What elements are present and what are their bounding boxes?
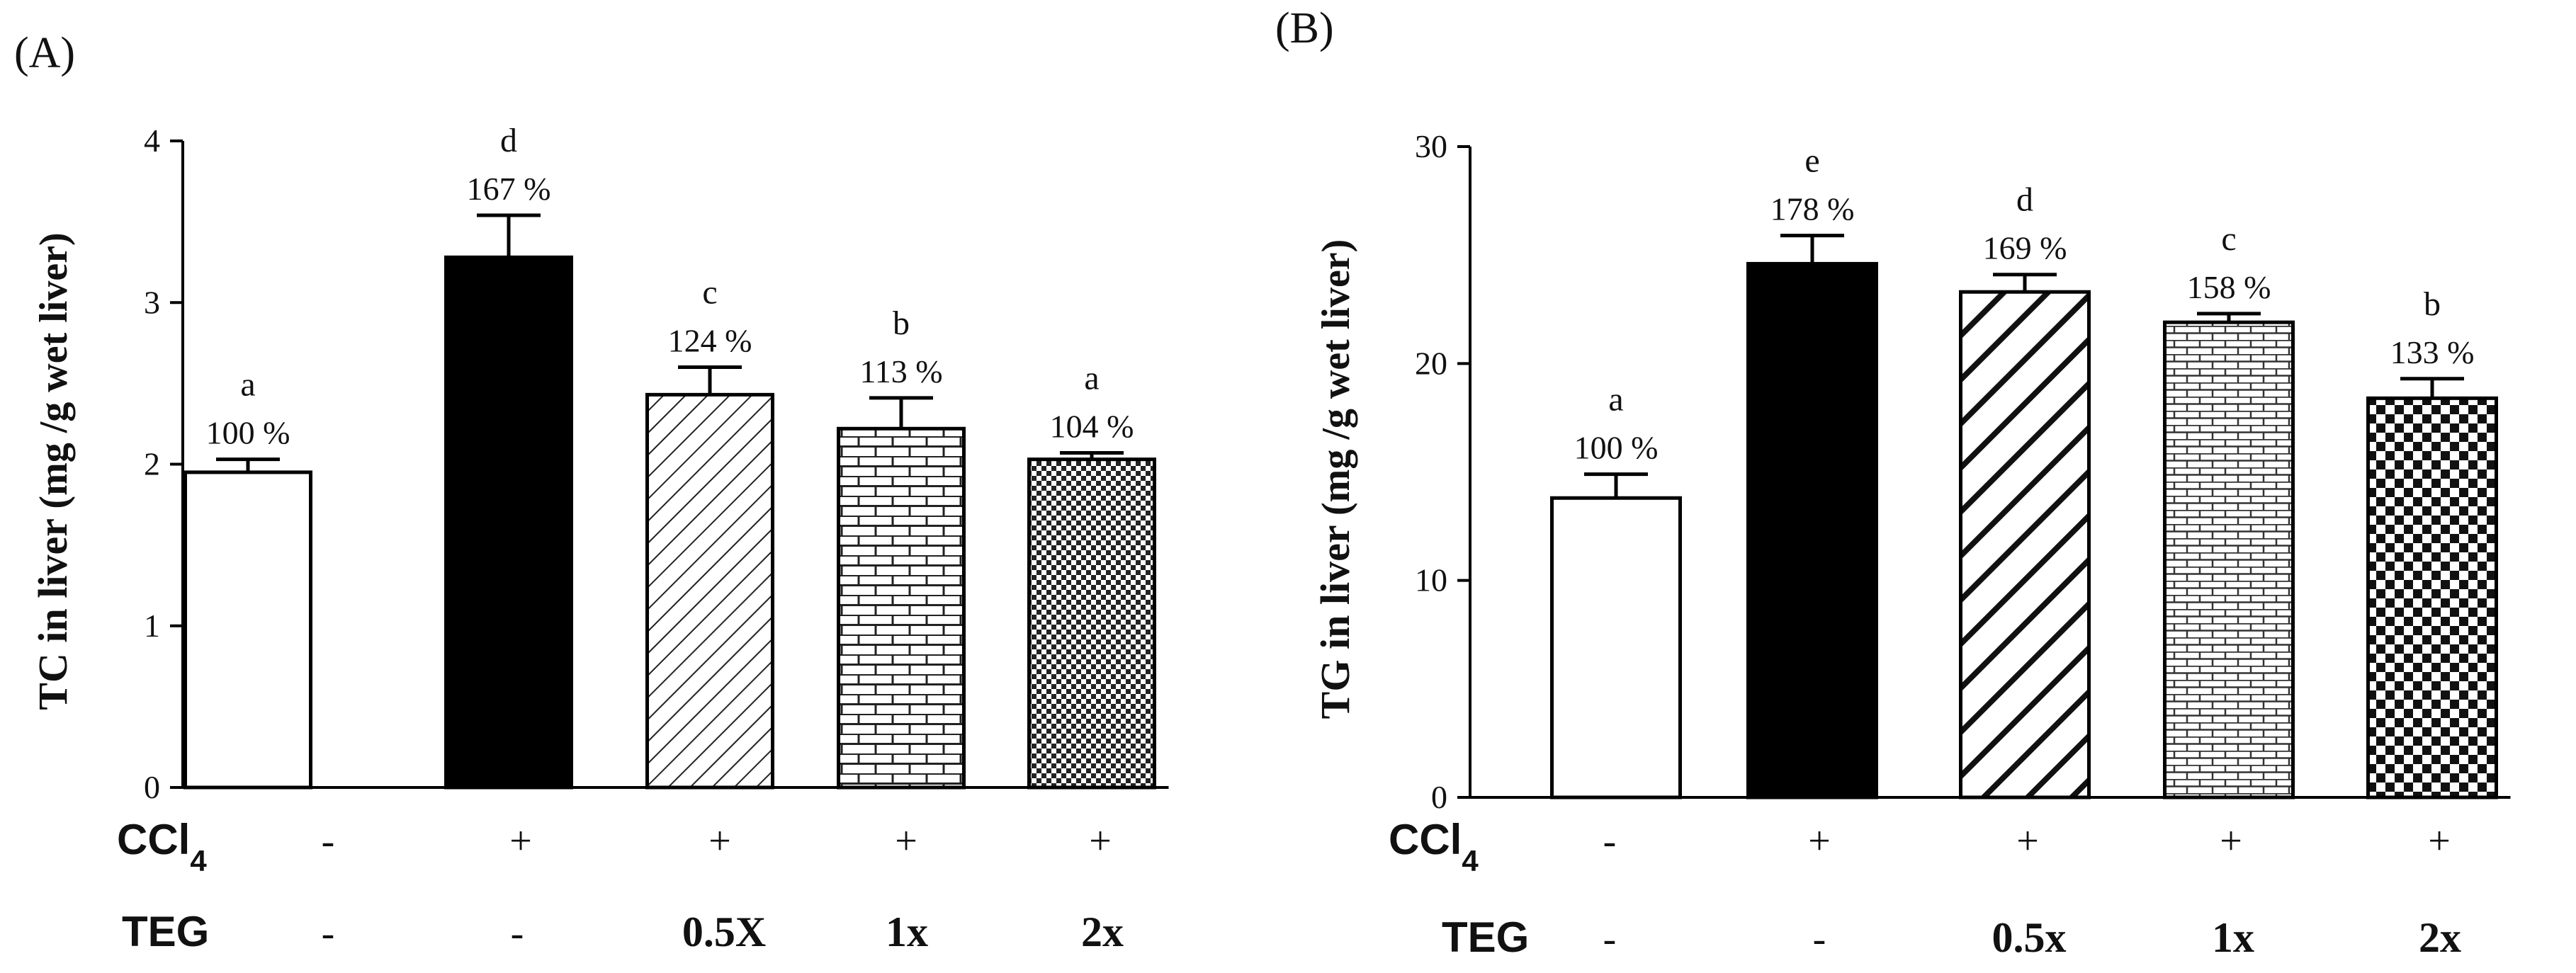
teg-row-value: 2x	[2419, 914, 2461, 961]
ccl4-row-value: -	[322, 819, 335, 863]
teg-row-value: 0.5X	[682, 909, 766, 955]
teg-row-label: TEG	[122, 908, 209, 955]
panel-a: (A) 0 1 2 3 4 TC in liver (mg /g wet liver) 100…	[14, 29, 1169, 955]
ccl4-row-label: CCl4	[117, 816, 207, 877]
bar	[2163, 320, 2295, 800]
ccl4-row-value: +	[1808, 819, 1831, 863]
data-label-percent: 100 %	[1574, 430, 1659, 466]
ccl4-row-label: CCl4	[1389, 816, 1479, 877]
ccl4-row-label-main: CCl	[117, 816, 190, 863]
bar	[837, 426, 966, 790]
data-label-percent: 124 %	[668, 323, 752, 359]
panel-label: (B)	[1275, 4, 1334, 52]
teg-row-value: 1x	[886, 909, 928, 955]
y-axis-label-main: TG in liver	[1312, 516, 1358, 719]
y-tick-label: 2	[144, 446, 160, 482]
ccl4-row-value: +	[1089, 819, 1112, 863]
y-tick-label: 1	[144, 608, 160, 644]
panel-b: (B) 0 10 20 30 TG in liver (mg /g wet liver) 1…	[1275, 4, 2511, 961]
ccl4-row-value: +	[2016, 819, 2039, 863]
ccl4-row-label-main: CCl	[1389, 816, 1462, 863]
significance-letter: c	[702, 274, 717, 312]
y-tick-label: 10	[1415, 562, 1447, 598]
y-tick-label: 20	[1415, 345, 1447, 381]
teg-row-value: -	[1603, 917, 1617, 961]
significance-letter: d	[2016, 181, 2033, 219]
y-axis-label: TG in liver (mg /g wet liver)	[1312, 239, 1358, 719]
y-tick-label: 30	[1415, 128, 1447, 164]
bar	[1746, 261, 1878, 800]
data-label-percent: 178 %	[1770, 191, 1855, 227]
teg-row-value: -	[1813, 917, 1826, 961]
significance-letter: c	[2221, 220, 2236, 258]
ccl4-row-value: -	[1603, 819, 1617, 863]
bar	[183, 470, 312, 790]
significance-letter: b	[893, 305, 910, 342]
ccl4-row-label-subscript: 4	[190, 844, 207, 877]
ccl4-row-value: +	[509, 819, 532, 863]
ccl4-row-value: +	[2428, 819, 2451, 863]
ccl4-row-value: +	[895, 819, 917, 863]
y-tick-label: 0	[144, 769, 160, 805]
ccl4-row-value: +	[708, 819, 731, 863]
significance-letter: a	[240, 366, 255, 404]
significance-letter: a	[1608, 381, 1623, 419]
data-label-percent: 104 %	[1050, 409, 1134, 445]
bar	[645, 392, 774, 790]
teg-row-value: -	[322, 911, 335, 955]
teg-row-value: -	[511, 911, 524, 955]
y-axis-label-unit: (mg /g wet liver)	[1314, 239, 1358, 516]
y-tick-label: 3	[144, 284, 160, 320]
teg-row-value: 2x	[1081, 909, 1124, 955]
ccl4-row-value: +	[2220, 819, 2242, 863]
significance-letter: e	[1804, 142, 1819, 180]
y-axis-label-unit: (mg /g wet liver)	[32, 232, 76, 508]
teg-row-label: TEG	[1442, 914, 1529, 961]
teg-row-value: 1x	[2212, 914, 2254, 961]
data-label-percent: 100 %	[206, 415, 290, 451]
data-label-percent: 113 %	[859, 353, 942, 389]
data-label-percent: 169 %	[1983, 230, 2067, 266]
y-tick-label: 4	[144, 123, 160, 159]
data-label-percent: 133 %	[2390, 334, 2475, 370]
significance-letter: a	[1084, 360, 1099, 397]
bar	[2366, 396, 2498, 800]
y-axis-label: TC in liver (mg /g wet liver)	[30, 232, 76, 710]
bar	[444, 255, 573, 790]
y-tick-label: 0	[1431, 779, 1447, 815]
bar	[1959, 290, 2091, 800]
bar	[1027, 457, 1156, 790]
significance-letter: b	[2424, 285, 2441, 323]
teg-row-value: 0.5x	[1992, 914, 2067, 961]
y-axis-label-main: TC in liver	[30, 509, 76, 710]
ccl4-row-label-subscript: 4	[1462, 844, 1479, 877]
data-label-percent: 158 %	[2187, 269, 2271, 305]
data-label-percent: 167 %	[467, 171, 551, 207]
bar	[1550, 496, 1682, 800]
panel-label: (A)	[14, 29, 75, 77]
significance-letter: d	[500, 122, 517, 159]
